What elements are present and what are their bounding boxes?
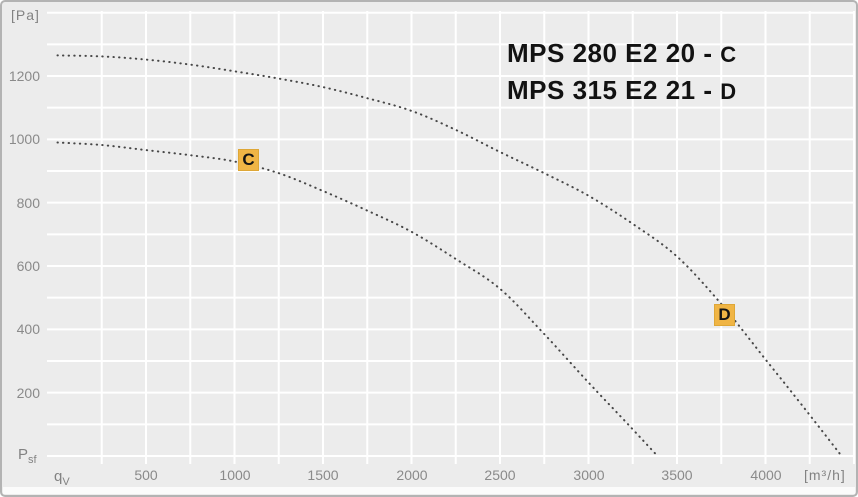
x-tick-label: 2000 (396, 467, 428, 483)
x-tick-label: 3000 (573, 467, 605, 483)
y-tick-label: 200 (16, 385, 40, 401)
curve-C (56, 141, 659, 457)
legend-entry: MPS 315 E2 21 - D (507, 72, 737, 109)
y-axis-symbol: Psf (18, 446, 37, 466)
y-axis-unit-label: [Pa] (11, 7, 40, 23)
y-tick-label: 1200 (8, 68, 40, 84)
marker-C: C (238, 149, 259, 171)
y-tick-label: 600 (16, 258, 40, 274)
legend-curve-letter: D (720, 79, 737, 104)
x-tick-label: 1000 (219, 467, 251, 483)
legend-curve-letter: C (720, 42, 737, 67)
bottom-margin-strip (3, 487, 855, 494)
x-tick-label: 1500 (307, 467, 339, 483)
x-axis-symbol: qV (54, 468, 70, 488)
legend-model-text: MPS 315 E2 21 - (507, 75, 721, 105)
x-tick-label: 4000 (750, 467, 782, 483)
x-tick-label: 2500 (484, 467, 516, 483)
x-tick-label: 3500 (661, 467, 693, 483)
legend: MPS 280 E2 20 - C MPS 315 E2 21 - D (507, 35, 737, 109)
y-tick-label: 400 (16, 321, 40, 337)
y-tick-label: 800 (16, 195, 40, 211)
x-axis-unit-label: [m³/h] (804, 467, 846, 483)
marker-D: D (714, 304, 735, 326)
y-tick-label: 1000 (8, 131, 40, 147)
legend-model-text: MPS 280 E2 20 - (507, 38, 721, 68)
x-tick-label: 500 (134, 467, 158, 483)
legend-entry: MPS 280 E2 20 - C (507, 35, 737, 72)
